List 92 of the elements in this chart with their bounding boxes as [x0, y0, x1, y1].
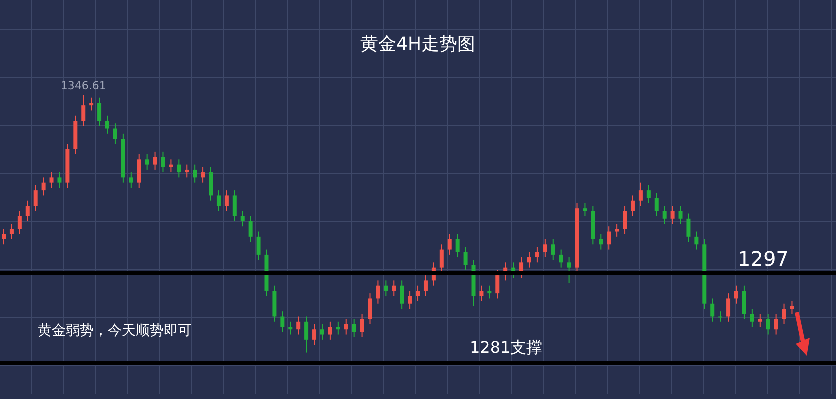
annotation: 1281支撑 — [470, 338, 543, 359]
candlestick — [201, 166, 206, 184]
candlestick — [106, 115, 110, 134]
candlestick — [448, 234, 452, 256]
candlestick — [50, 172, 54, 188]
candlestick — [400, 280, 404, 310]
candlestick — [368, 293, 372, 325]
candlestick — [686, 213, 691, 243]
candlestick — [790, 300, 794, 315]
candlestick — [248, 216, 253, 243]
candlestick — [535, 246, 540, 264]
annotation: 1346.61 — [60, 79, 106, 92]
candlestick — [774, 314, 778, 336]
candlestick — [623, 206, 628, 235]
candlestick — [193, 164, 198, 184]
candlestick — [18, 210, 22, 235]
candlestick — [742, 285, 746, 320]
candlestick — [169, 159, 174, 174]
candlestick — [496, 270, 500, 300]
candlestick — [734, 285, 738, 304]
candlestick — [224, 190, 229, 212]
candlestick — [670, 206, 675, 225]
candlestick — [543, 238, 548, 258]
candlestick — [654, 192, 659, 217]
candlestick — [488, 285, 492, 300]
candlestick — [216, 190, 221, 212]
candlestick — [137, 154, 142, 188]
candlestick — [288, 321, 293, 336]
candlestick — [90, 97, 94, 112]
candlestick — [662, 206, 667, 225]
candlestick — [750, 308, 754, 328]
candlestick — [232, 190, 237, 222]
candlestick — [567, 257, 572, 284]
candlestick — [527, 252, 532, 268]
candlestick — [615, 224, 620, 238]
candlestick — [694, 231, 699, 250]
candlestick — [161, 151, 166, 174]
candlestick — [256, 231, 261, 261]
candlestick — [408, 290, 412, 310]
candlestick — [376, 280, 380, 304]
candlestick — [344, 318, 348, 336]
candlestick — [240, 210, 245, 228]
candlestick — [10, 224, 14, 240]
candlestick — [328, 321, 332, 340]
candlestick — [42, 177, 46, 196]
candlestick — [782, 303, 786, 325]
candlestick — [710, 298, 715, 322]
candlestick — [758, 314, 762, 328]
candlestick — [113, 123, 118, 145]
candlestick — [559, 249, 564, 268]
candlestick — [296, 316, 301, 336]
candlestick — [2, 228, 6, 246]
candlestick — [551, 238, 556, 261]
candlestick — [336, 321, 340, 336]
annotation: 黄金弱势，今天顺势即可 — [38, 322, 192, 340]
candlestick — [153, 151, 158, 170]
candlestick — [424, 275, 428, 297]
candlestick — [209, 166, 214, 202]
candlestick — [583, 202, 588, 217]
candlestick — [440, 244, 444, 274]
candlestick — [145, 154, 150, 170]
candlestick — [98, 97, 102, 127]
candlestick — [177, 159, 182, 178]
candlestick — [384, 280, 388, 297]
candlestick — [678, 206, 683, 225]
candlestick — [129, 172, 134, 188]
candlestick — [480, 285, 484, 302]
candlestick — [320, 324, 324, 340]
candlestick — [726, 293, 731, 322]
chart-title: 黄金4H走势图 — [360, 33, 476, 56]
candlestick — [766, 314, 770, 336]
candlestick — [638, 182, 643, 207]
candlestick — [26, 200, 30, 222]
candlestick — [304, 316, 309, 354]
annotation: 1297 — [738, 247, 789, 271]
candlestick — [34, 184, 38, 212]
candlestick — [630, 195, 635, 217]
candlestick — [58, 172, 62, 188]
candlestick — [392, 280, 396, 297]
candlestick — [718, 311, 723, 322]
candlestick — [607, 226, 612, 250]
candlestick — [280, 311, 285, 333]
candlestick — [185, 164, 190, 178]
candlestick — [82, 94, 86, 127]
candlestick — [352, 318, 356, 338]
candlestick — [599, 234, 604, 250]
candlestick — [312, 324, 317, 346]
candlestick — [646, 184, 651, 204]
candlestick — [416, 285, 420, 302]
candlestick — [464, 246, 468, 271]
candlestick — [456, 234, 460, 258]
candlestick — [360, 314, 364, 338]
